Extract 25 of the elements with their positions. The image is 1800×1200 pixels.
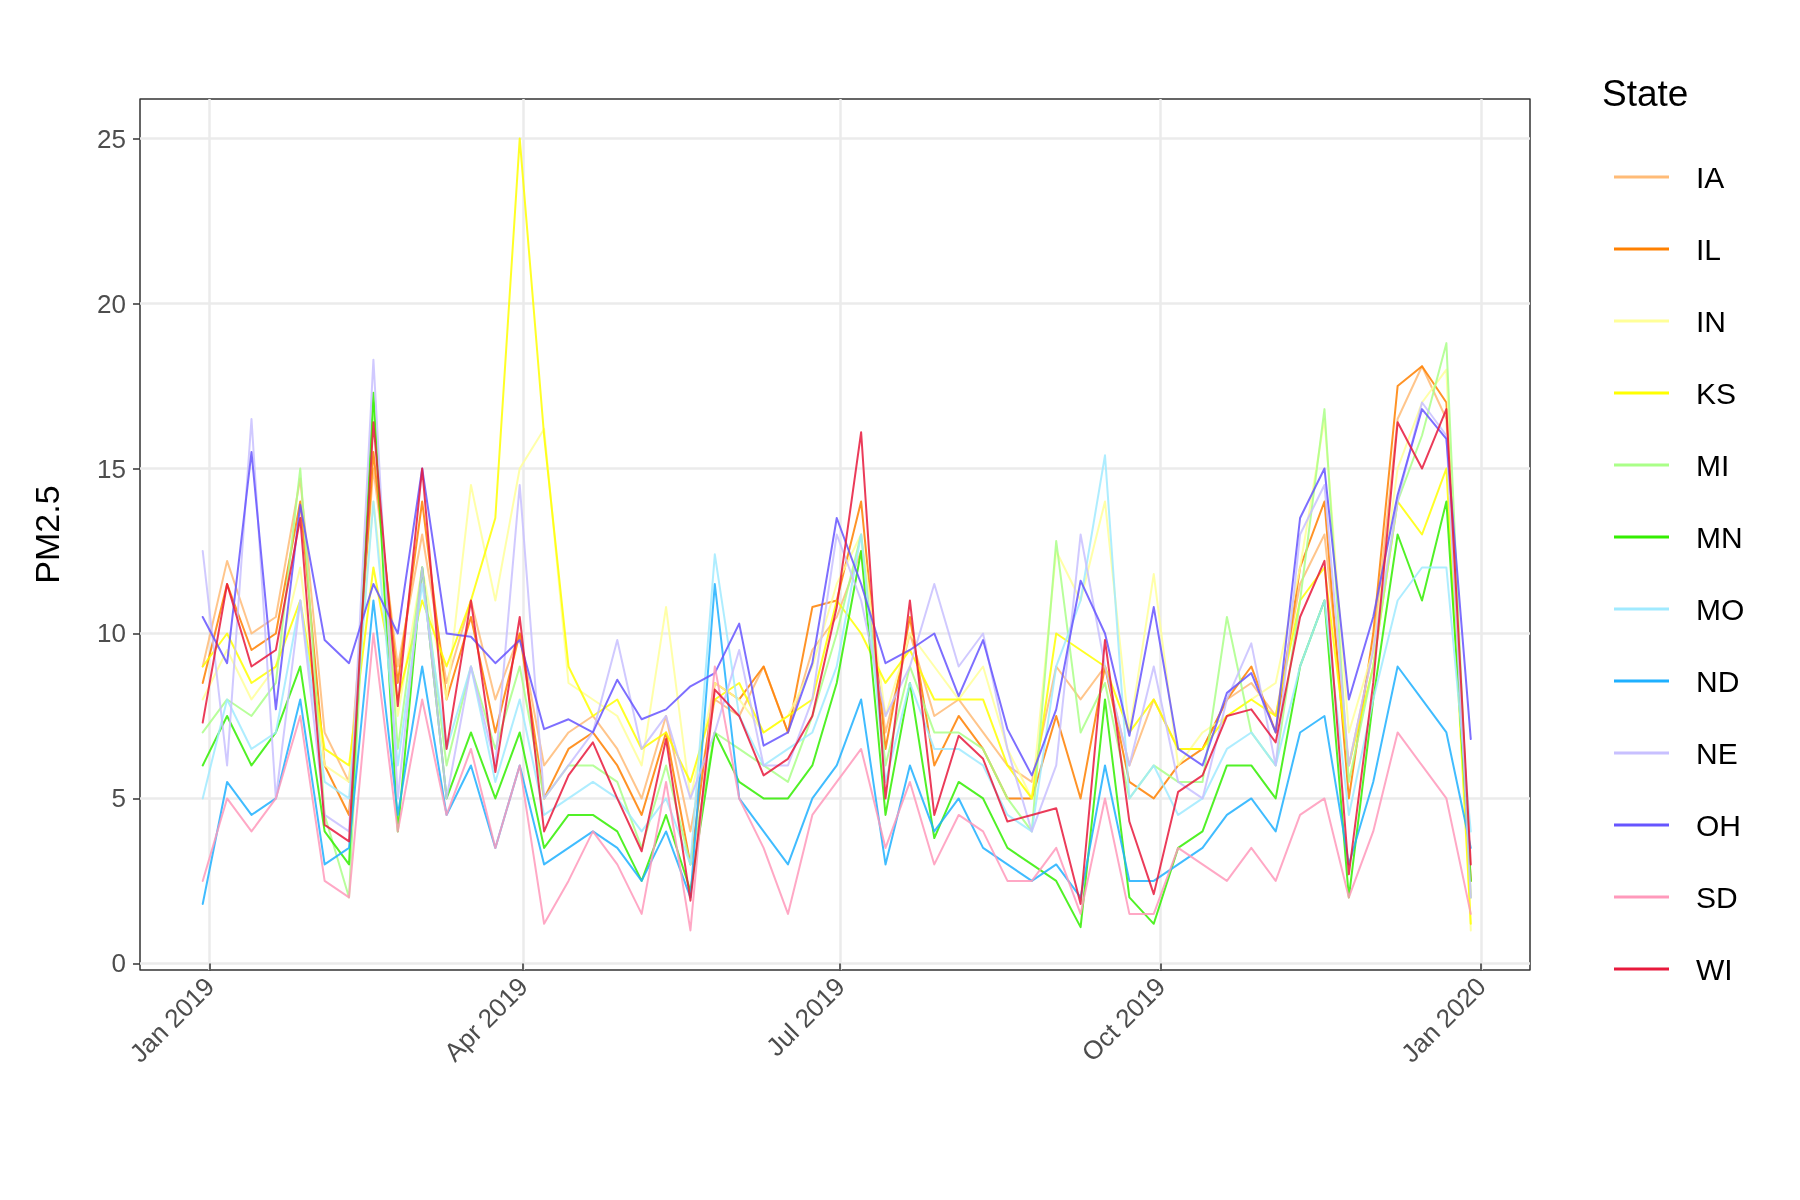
y-tick-label: 15 (97, 453, 126, 484)
y-tick-label: 5 (111, 783, 126, 814)
legend-label: IL (1696, 232, 1722, 266)
legend-label: OH (1696, 808, 1741, 842)
y-tick-label: 20 (97, 288, 126, 319)
legend-label: KS (1696, 376, 1737, 410)
legend-label: NE (1696, 736, 1738, 770)
y-tick-label: 0 (111, 948, 126, 979)
legend-title: State (1602, 73, 1689, 114)
legend-label: ND (1696, 664, 1740, 698)
legend-label: MN (1696, 520, 1743, 554)
line-series (201, 632, 1472, 932)
legend-label: MO (1696, 592, 1745, 626)
legend-label: IN (1696, 304, 1726, 338)
y-tick-label: 25 (97, 123, 126, 154)
line-series (201, 137, 1472, 925)
legend-label: WI (1696, 952, 1733, 986)
line-series (201, 408, 1472, 777)
legend-label: IA (1696, 160, 1725, 194)
legend-label: SD (1696, 880, 1738, 914)
line-series (201, 454, 1472, 866)
legend-label: MI (1696, 448, 1730, 482)
y-tick-label: 10 (97, 618, 126, 649)
line-series (201, 582, 1472, 906)
y-axis-title: PM2.5 (28, 485, 66, 584)
